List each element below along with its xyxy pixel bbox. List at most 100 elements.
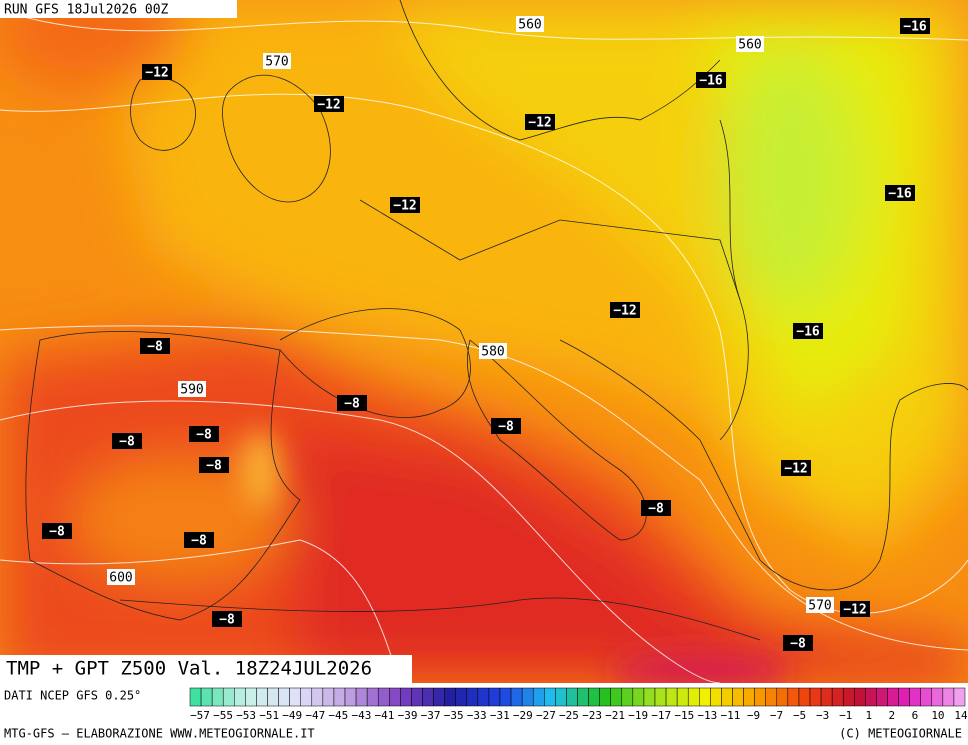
colorbar-swatch <box>555 687 567 707</box>
geopotential-label-box <box>516 16 544 32</box>
temperature-label-box <box>112 433 142 449</box>
temperature-label-box <box>641 500 671 516</box>
colorbar-tick-label: −29 <box>513 709 533 722</box>
colorbar-tick-label: −7 <box>770 709 783 722</box>
colorbar-swatch <box>377 687 390 707</box>
temperature-label-box <box>142 64 172 80</box>
colorbar-swatch <box>665 687 678 707</box>
temperature-label: −12 <box>528 116 551 131</box>
temperature-label: −12 <box>393 199 416 214</box>
colorbar-swatch <box>444 687 456 707</box>
temperature-label-box <box>525 114 555 130</box>
colorbar-tick-label: −53 <box>236 709 256 722</box>
colorbar-tick-label: −35 <box>444 709 464 722</box>
colorbar-swatch <box>842 687 855 707</box>
temperature-label-box <box>885 185 915 201</box>
temperature-label: −8 <box>196 428 212 443</box>
colorbar-swatch <box>311 687 324 707</box>
temperature-label: −8 <box>219 613 235 628</box>
geopotential-label-box <box>263 53 291 69</box>
colorbar-tick-label: −15 <box>674 709 694 722</box>
temperature-label-box <box>793 323 823 339</box>
temperature-label: −16 <box>903 20 927 35</box>
temperature-label: −8 <box>119 435 135 450</box>
colorbar-tick-label: 14 <box>954 709 968 722</box>
geopotential-label-box <box>736 36 764 52</box>
temperature-label-box <box>491 418 521 434</box>
colorbar-tick-label: −33 <box>467 709 487 722</box>
colorbar-swatch <box>831 687 844 707</box>
colorbar-swatch <box>854 687 866 707</box>
colorbar-swatch <box>865 687 877 707</box>
colorbar-swatch <box>344 687 357 707</box>
geopotential-label-box <box>178 381 206 397</box>
run-info: RUN GFS 18Jul2026 00Z <box>4 3 169 18</box>
colorbar-tick-label: −21 <box>605 709 625 722</box>
temperature-label: −8 <box>147 340 163 355</box>
colorbar-swatch <box>577 687 589 707</box>
temperature-label-box <box>189 426 219 442</box>
colorbar-swatch <box>499 687 512 707</box>
colorbar-swatch <box>931 687 944 707</box>
colorbar-swatch <box>366 687 379 707</box>
data-source: DATI NCEP GFS 0.25° <box>4 689 141 703</box>
geopotential-label: 570 <box>808 599 831 614</box>
temperature-label-box <box>42 523 72 539</box>
colorbar-swatch <box>211 687 224 707</box>
colorbar-swatch <box>411 687 423 707</box>
temperature-label: −12 <box>145 66 168 81</box>
temperature-label: −8 <box>498 420 514 435</box>
colorbar-tick-label: −27 <box>536 709 556 722</box>
colorbar-swatch <box>599 687 611 707</box>
colorbar-swatch <box>256 687 268 707</box>
colorbar-swatch <box>765 687 778 707</box>
temperature-label: −16 <box>888 187 912 202</box>
colorbar-swatch <box>278 687 290 707</box>
colorbar-swatch <box>477 687 490 707</box>
colorbar-swatch <box>654 687 667 707</box>
temperature-label: −16 <box>796 325 820 340</box>
colorbar-swatch <box>699 687 711 707</box>
temperature-label: −12 <box>843 603 866 618</box>
colorbar-swatch <box>920 687 933 707</box>
geopotential-label: 560 <box>518 18 541 33</box>
temperature-label-box <box>337 395 367 411</box>
colorbar-swatch <box>754 687 766 707</box>
colorbar-swatch <box>809 687 822 707</box>
colorbar-swatch <box>532 687 545 707</box>
temperature-label: −8 <box>344 397 360 412</box>
colorbar-swatch <box>455 687 468 707</box>
temperature-label: −16 <box>699 74 723 89</box>
colorbar-tick-label: −1 <box>839 709 852 722</box>
colorbar-swatch <box>588 687 600 707</box>
colorbar-tick-label: −57 <box>190 709 210 722</box>
colorbar-swatch <box>544 687 556 707</box>
coastlines <box>25 0 968 641</box>
colorbar-swatch <box>222 687 235 707</box>
temperature-label-box <box>184 532 214 548</box>
colorbar-swatch <box>743 687 755 707</box>
colorbar-tick-label: 2 <box>889 709 896 722</box>
header-box <box>0 0 237 18</box>
temperature-label: −8 <box>790 637 806 652</box>
colorbar-swatch <box>422 687 434 707</box>
geopotential-label-box <box>479 343 507 359</box>
colorbar-swatch <box>400 687 412 707</box>
geopotential-label: 560 <box>738 38 761 53</box>
colorbar-swatch <box>234 687 246 707</box>
colorbar-swatch <box>942 687 955 707</box>
colorbar-swatch <box>776 687 789 707</box>
colorbar-swatch <box>300 687 313 707</box>
colorbar-swatch <box>953 687 966 707</box>
temperature-label-box <box>781 460 811 476</box>
colorbar-tick-label: −19 <box>628 709 648 722</box>
temperature-label-box <box>840 601 870 617</box>
geopotential-label-box <box>806 597 834 613</box>
colorbar-swatch <box>787 687 800 707</box>
colorbar-swatch <box>488 687 501 707</box>
colorbar-swatch <box>887 687 899 707</box>
temperature-label: −8 <box>648 502 664 517</box>
colorbar-swatch <box>355 687 368 707</box>
